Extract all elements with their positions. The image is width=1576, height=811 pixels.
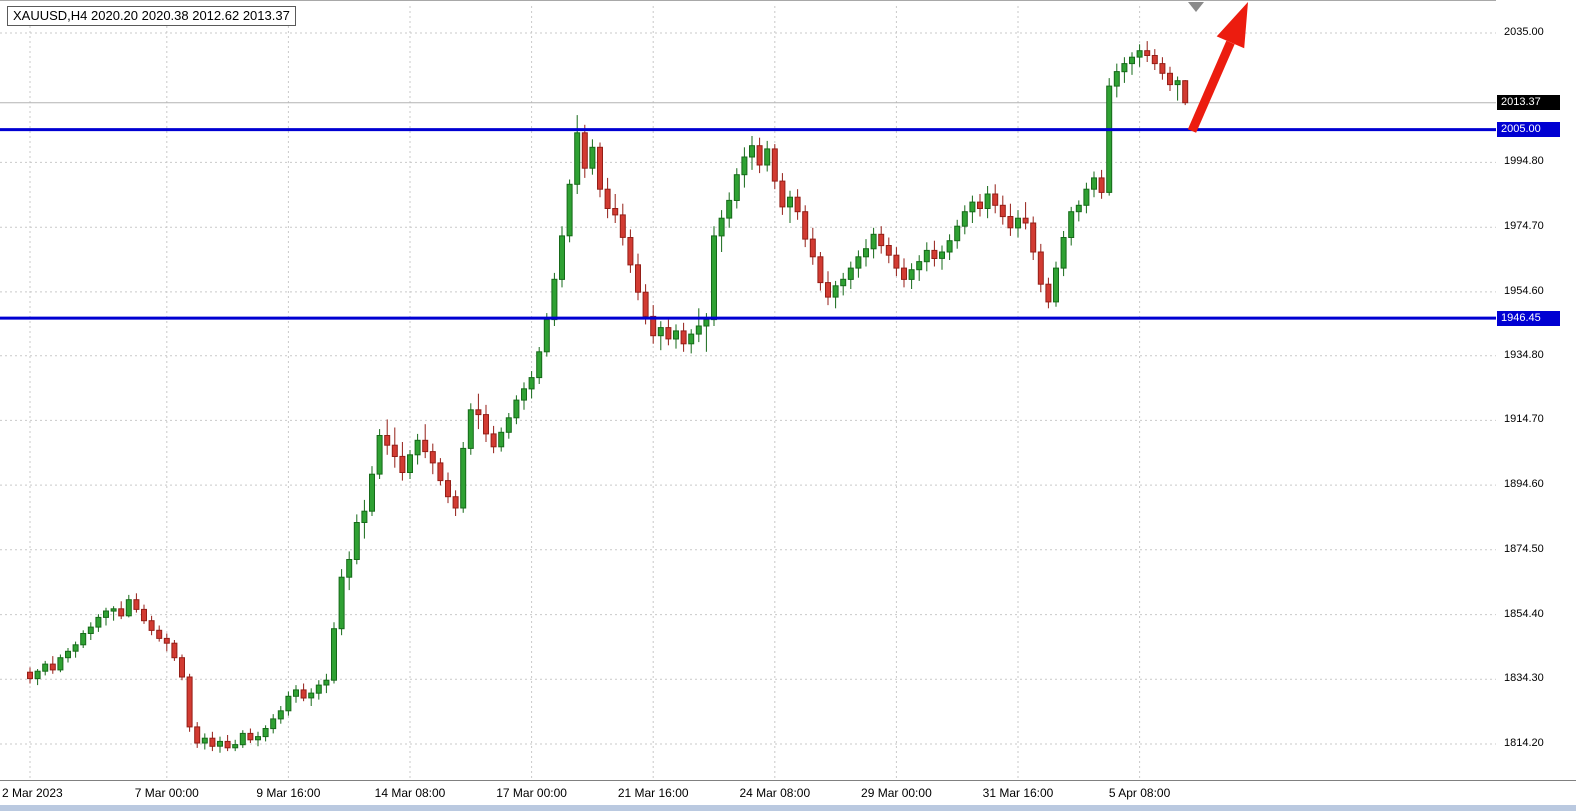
time-axis-label: 5 Apr 08:00 (1108, 786, 1171, 800)
vertical-gridlines (29, 6, 1141, 780)
time-axis-label: 7 Mar 00:00 (134, 786, 199, 800)
price-axis-label: 1934.80 (1504, 348, 1544, 361)
time-axis-label: 29 Mar 00:00 (861, 786, 932, 800)
horizontal-gridlines (0, 32, 1496, 745)
price-axis[interactable]: 2035.00 2013.37 2005.00 1994.80 1974.70 1954.… (1496, 0, 1576, 780)
price-axis-label: 1954.60 (1504, 284, 1544, 297)
window-top-edge (0, 0, 1576, 1)
time-axis-label: 31 Mar 16:00 (982, 786, 1054, 800)
trend-arrow[interactable] (1187, 40, 1235, 133)
window-bottom-edge (0, 805, 1576, 811)
price-axis-label: 1814.20 (1504, 737, 1544, 749)
time-axis-label: 21 Mar 16:00 (617, 786, 689, 800)
time-axis-label: 24 Mar 08:00 (739, 786, 811, 800)
time-axis-label: 14 Mar 08:00 (374, 786, 446, 800)
level-price-badge: 2005.00 (1497, 122, 1560, 138)
price-axis-label: 1854.40 (1504, 607, 1544, 620)
trend-arrow-head[interactable] (1216, 2, 1248, 49)
price-axis-label: 1994.80 (1504, 155, 1544, 168)
chart-shift-marker-icon[interactable] (1188, 2, 1204, 12)
price-axis-label: 1914.70 (1504, 413, 1544, 426)
price-axis-label: 1874.50 (1504, 542, 1544, 555)
current-price-badge: 2013.37 (1497, 95, 1560, 111)
price-axis-label: 2035.00 (1504, 26, 1544, 38)
time-axis-label: 17 Mar 00:00 (496, 786, 567, 800)
price-axis-label: 1974.70 (1504, 220, 1544, 233)
price-axis-label: 1834.30 (1504, 672, 1544, 685)
level-price-badge: 1946.45 (1497, 310, 1560, 326)
time-axis-label: 9 Mar 16:00 (256, 786, 321, 800)
chart-ohlc-title: XAUUSD,H4 2020.20 2020.38 2012.62 2013.3… (7, 6, 296, 26)
time-axis[interactable]: 2 Mar 2023 7 Mar 00:00 9 Mar 16:00 14 Mar 0… (0, 781, 1576, 805)
time-axis-label: 2 Mar 2023 (2, 786, 63, 800)
candles (27, 41, 1189, 753)
price-axis-label: 1894.60 (1504, 478, 1544, 491)
